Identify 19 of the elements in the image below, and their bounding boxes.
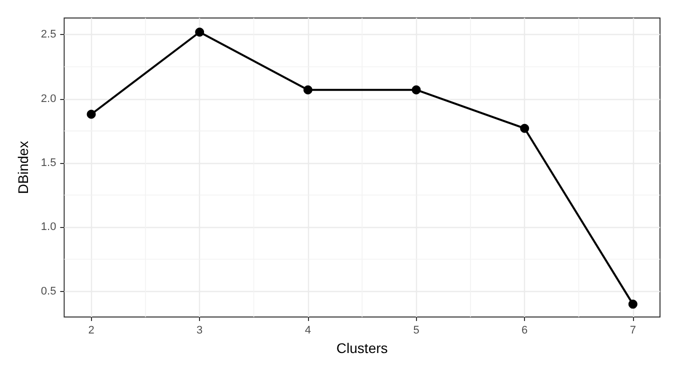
point	[412, 85, 421, 94]
point	[628, 300, 638, 309]
y-tick-label: 0.5	[40, 285, 56, 298]
point	[303, 85, 312, 94]
x-tick-label: 6	[522, 324, 528, 336]
y-tick-label: 2.5	[40, 28, 56, 41]
x-axis-title: Clusters	[336, 340, 388, 356]
y-tick-label: 1.5	[40, 157, 56, 170]
y-tick-label: 1.0	[40, 221, 56, 234]
x-tick-label: 5	[413, 324, 420, 336]
point	[86, 110, 96, 119]
x-tick-label: 2	[88, 324, 94, 336]
y-tick-label: 2.0	[40, 92, 56, 105]
point	[520, 124, 530, 133]
y-axis-title: DBindex	[15, 141, 31, 194]
x-tick-label: 7	[630, 324, 636, 336]
x-tick-label: 4	[304, 324, 311, 336]
x-tick-label: 3	[196, 324, 203, 336]
point	[195, 28, 204, 37]
